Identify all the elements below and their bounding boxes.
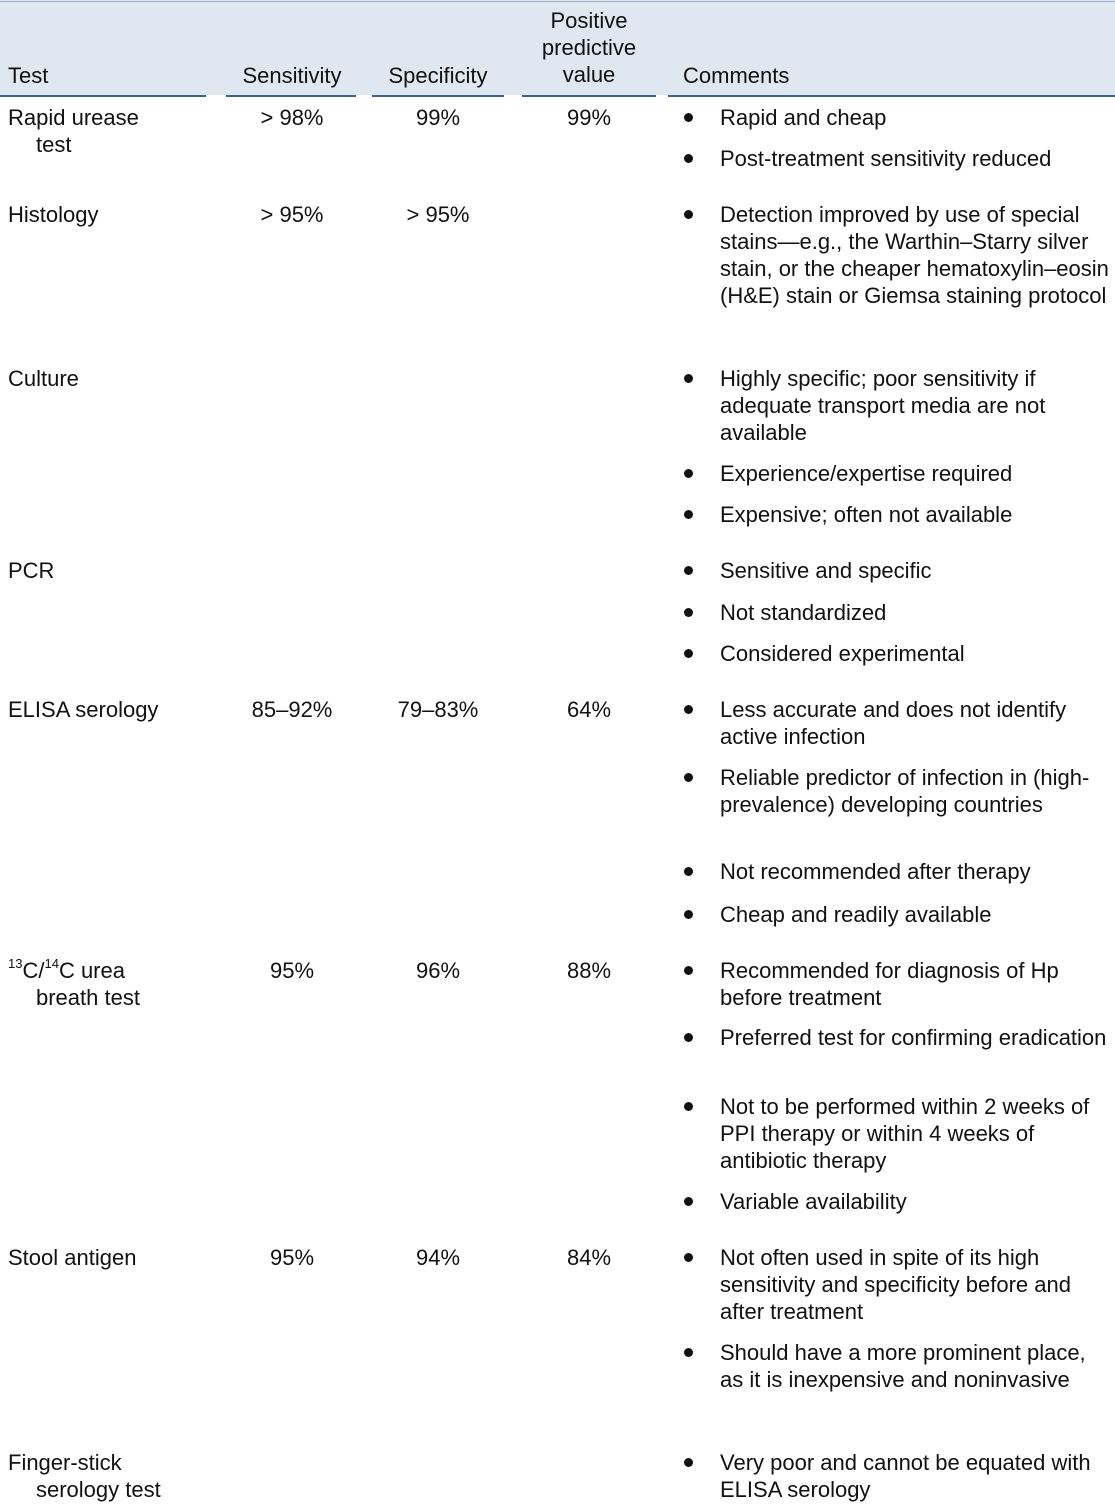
ppv-header-line3: value — [562, 62, 616, 87]
test-name-part: C urea — [58, 958, 125, 983]
comment-text: Detection improved by use of special sta… — [720, 202, 1109, 308]
specificity-value: 94% — [415, 1245, 461, 1270]
row-pcr: PCR — [8, 557, 208, 584]
column-header-sensitivity: Sensitivity — [242, 63, 342, 88]
header-rule-comments — [668, 95, 1115, 97]
bullet-icon — [684, 910, 693, 919]
ppv-value: 99% — [566, 105, 612, 130]
bullet-icon — [684, 1458, 693, 1467]
comment-text: Should have a more prominent place, as i… — [720, 1340, 1086, 1392]
specificity-value: 79–83% — [397, 697, 479, 722]
table-header — [0, 0, 1115, 95]
bullet-icon — [684, 705, 693, 714]
comment-text: Not standardized — [720, 600, 887, 625]
test-name: PCR — [8, 558, 55, 583]
row-culture: Culture — [8, 365, 208, 392]
comment-text: Experience/expertise required — [720, 461, 1013, 486]
comment-text: Expensive; often not available — [720, 502, 1013, 527]
test-name-cont: serology test — [36, 1477, 161, 1502]
column-header-ppv: Positive predictive value — [522, 7, 656, 88]
specificity-value: 96% — [415, 958, 461, 983]
comment-text: Not often used in spite of its high sens… — [720, 1245, 1071, 1324]
column-header-comments: Comments — [683, 63, 790, 88]
test-name: 13C/14C urea — [8, 956, 125, 983]
sensitivity-value: > 95% — [260, 202, 324, 227]
sensitivity-value: 95% — [269, 958, 315, 983]
bullet-icon — [684, 113, 693, 122]
isotope-14: 14 — [44, 956, 59, 971]
comment-text: Cheap and readily available — [720, 902, 992, 927]
header-rule-specificity — [372, 95, 504, 97]
row-histology: Histology — [8, 201, 208, 228]
bullet-icon — [684, 966, 693, 975]
test-name-cont: test — [36, 132, 72, 157]
bullet-icon — [684, 154, 693, 163]
header-top-rule — [0, 1, 1115, 2]
test-name: Finger-stick — [8, 1450, 122, 1475]
column-header-test: Test — [8, 63, 49, 88]
row-stool-antigen: Stool antigen — [8, 1244, 208, 1271]
row-finger-stick-serology: Finger-stick serology test — [8, 1449, 208, 1503]
header-rule-sensitivity — [226, 95, 356, 97]
ppv-header-line1: Positive — [550, 8, 628, 33]
sensitivity-value: 85–92% — [251, 697, 333, 722]
isotope-13: 13 — [8, 956, 23, 971]
comment-text: Post-treatment sensitivity reduced — [720, 146, 1052, 171]
comment-text: Less accurate and does not identify acti… — [720, 697, 1067, 749]
bullet-icon — [684, 510, 693, 519]
test-name-cont: breath test — [36, 985, 140, 1010]
header-rule-test — [0, 95, 206, 97]
bullet-icon — [684, 649, 693, 658]
bullet-icon — [684, 210, 693, 219]
bullet-icon — [684, 773, 693, 782]
bullet-icon — [684, 867, 693, 876]
row-urea-breath-test: 13C/14C urea breath test — [8, 957, 208, 1011]
bullet-icon — [684, 1102, 693, 1111]
comment-text: Sensitive and specific — [720, 558, 932, 583]
test-name: Stool antigen — [8, 1245, 137, 1270]
row-elisa-serology: ELISA serology — [8, 696, 208, 723]
test-name: Rapid urease — [8, 105, 139, 130]
bullet-icon — [684, 566, 693, 575]
comment-text: Highly specific; poor sensitivity if ade… — [720, 366, 1046, 445]
column-header-specificity: Specificity — [388, 63, 488, 88]
ppv-value: 84% — [566, 1245, 612, 1270]
specificity-value: > 95% — [406, 202, 470, 227]
bullet-icon — [684, 608, 693, 617]
specificity-value: 99% — [415, 105, 461, 130]
comment-text: Not to be performed within 2 weeks of PP… — [720, 1094, 1090, 1173]
ppv-value: 64% — [566, 697, 612, 722]
ppv-header-line2: predictive — [541, 35, 637, 60]
bullet-icon — [684, 469, 693, 478]
bullet-icon — [684, 1033, 693, 1042]
test-name: Culture — [8, 366, 79, 391]
header-rule-ppv — [522, 95, 656, 97]
comment-text: Variable availability — [720, 1189, 907, 1214]
test-name: ELISA serology — [8, 697, 159, 722]
comment-text: Not recommended after therapy — [720, 859, 1031, 884]
comment-text: Rapid and cheap — [720, 105, 887, 130]
comment-text: Very poor and cannot be equated with ELI… — [720, 1450, 1091, 1502]
comment-text: Preferred test for confirming eradicatio… — [720, 1025, 1107, 1050]
ppv-value: 88% — [566, 958, 612, 983]
sensitivity-value: 95% — [269, 1245, 315, 1270]
bullet-icon — [684, 374, 693, 383]
row-rapid-urease-test: Rapid urease test — [8, 104, 208, 158]
sensitivity-value: > 98% — [260, 105, 324, 130]
comment-text: Considered experimental — [720, 641, 965, 666]
bullet-icon — [684, 1197, 693, 1206]
comment-text: Recommended for diagnosis of Hp before t… — [720, 958, 1059, 1010]
comment-text: Reliable predictor of infection in (high… — [720, 765, 1090, 817]
test-name: Histology — [8, 202, 99, 227]
bullet-icon — [684, 1348, 693, 1357]
bullet-icon — [684, 1253, 693, 1262]
test-name-part: C/ — [22, 958, 45, 983]
